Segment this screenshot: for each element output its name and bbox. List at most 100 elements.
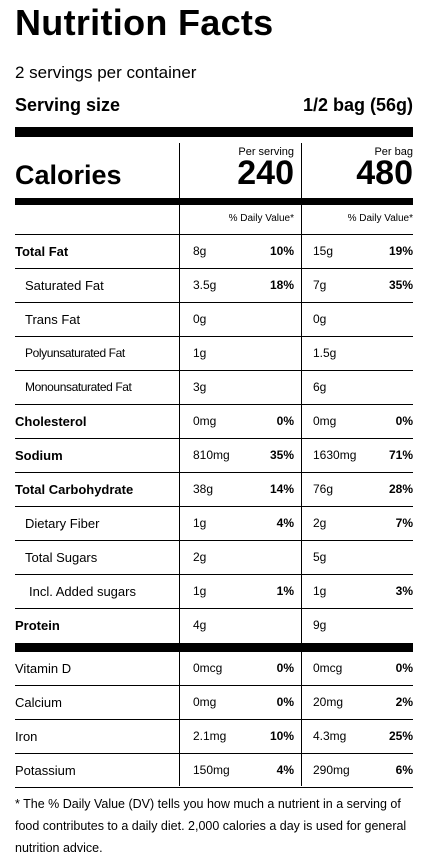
serving-daily-value: 1% bbox=[276, 584, 294, 598]
bag-daily-value: 3% bbox=[395, 584, 413, 598]
footnote: * The % Daily Value (DV) tells you how m… bbox=[15, 797, 407, 855]
serving-size-label: Serving size bbox=[15, 95, 121, 115]
row-divider bbox=[15, 608, 413, 609]
serving-amount: 8g bbox=[193, 244, 207, 258]
bag-amount: 2g bbox=[313, 516, 327, 530]
bag-daily-value: 0% bbox=[395, 661, 413, 675]
column-divider-serving bbox=[179, 143, 180, 786]
bag-daily-value: 7% bbox=[395, 516, 413, 530]
calories-divider bbox=[15, 198, 413, 205]
nutrient-label: Protein bbox=[15, 618, 60, 633]
bag-amount: 1g bbox=[313, 584, 327, 598]
bag-daily-value: 71% bbox=[388, 448, 413, 462]
serving-amount: 1g bbox=[193, 346, 207, 360]
calories-per-bag: 480 bbox=[356, 154, 413, 192]
serving-amount: 38g bbox=[193, 482, 214, 496]
row-divider bbox=[15, 540, 413, 541]
bag-daily-value: 6% bbox=[395, 763, 413, 777]
serving-amount: 810mg bbox=[193, 448, 230, 462]
nutrient-label: Calcium bbox=[15, 695, 62, 710]
serving-amount: 2g bbox=[193, 550, 207, 564]
serving-amount: 0mcg bbox=[193, 661, 223, 675]
bag-amount: 7g bbox=[313, 278, 327, 292]
bag-amount: 4.3mg bbox=[313, 729, 347, 743]
serving-amount: 0mg bbox=[193, 414, 217, 428]
dv-header-serving: % Daily Value* bbox=[228, 213, 294, 224]
serving-amount: 0mg bbox=[193, 695, 217, 709]
row-divider bbox=[15, 234, 413, 235]
row-divider bbox=[15, 268, 413, 269]
row-divider bbox=[15, 302, 413, 303]
bag-amount: 5g bbox=[313, 550, 327, 564]
serving-daily-value: 18% bbox=[269, 278, 294, 292]
calories-per-serving: 240 bbox=[237, 154, 294, 192]
row-divider bbox=[15, 438, 413, 439]
nutrient-label: Potassium bbox=[15, 763, 76, 778]
serving-amount: 1g bbox=[193, 584, 207, 598]
nutrient-label: Vitamin D bbox=[15, 661, 72, 676]
bag-amount: 9g bbox=[313, 618, 327, 632]
nutrient-label: Cholesterol bbox=[15, 414, 87, 429]
thick-divider-top bbox=[15, 127, 413, 137]
row-divider bbox=[15, 685, 413, 686]
row-divider bbox=[15, 787, 413, 788]
row-divider bbox=[15, 719, 413, 720]
bag-daily-value: 0% bbox=[395, 414, 413, 428]
nutrient-label: Trans Fat bbox=[25, 312, 81, 327]
bag-daily-value: 28% bbox=[388, 482, 413, 496]
bag-amount: 20mg bbox=[313, 695, 344, 709]
nutrient-label: Incl. Added sugars bbox=[29, 584, 136, 599]
nutrient-label: Saturated Fat bbox=[25, 278, 104, 293]
nutrient-label: Total Fat bbox=[15, 244, 69, 259]
bag-daily-value: 25% bbox=[388, 729, 413, 743]
column-divider-bag bbox=[301, 143, 302, 786]
vitamins-divider bbox=[15, 643, 413, 652]
nutrient-label: Dietary Fiber bbox=[25, 516, 100, 531]
serving-amount: 4g bbox=[193, 618, 207, 632]
bag-amount: 0mg bbox=[313, 414, 337, 428]
nutrient-label: Total Carbohydrate bbox=[15, 482, 134, 497]
bag-amount: 0mcg bbox=[313, 661, 343, 675]
nutrient-label: Polyunsaturated Fat bbox=[25, 346, 125, 360]
serving-daily-value: 10% bbox=[269, 729, 294, 743]
bag-daily-value: 35% bbox=[388, 278, 413, 292]
row-divider bbox=[15, 472, 413, 473]
bag-amount: 15g bbox=[313, 244, 334, 258]
row-divider bbox=[15, 753, 413, 754]
nutrient-label: Sodium bbox=[15, 448, 63, 463]
servings-per-container: 2 servings per container bbox=[15, 63, 197, 82]
serving-size-value: 1/2 bag (56g) bbox=[302, 95, 413, 115]
bag-amount: 0g bbox=[313, 312, 327, 326]
serving-daily-value: 0% bbox=[276, 661, 294, 675]
bag-daily-value: 2% bbox=[395, 695, 413, 709]
per-serving-label: Per serving bbox=[238, 146, 294, 158]
nutrient-label: Total Sugars bbox=[25, 550, 98, 565]
row-divider bbox=[15, 404, 413, 405]
serving-amount: 3.5g bbox=[193, 278, 217, 292]
serving-daily-value: 10% bbox=[269, 244, 294, 258]
bag-amount: 1.5g bbox=[313, 346, 337, 360]
serving-amount: 3g bbox=[193, 380, 207, 394]
serving-daily-value: 35% bbox=[269, 448, 294, 462]
bag-daily-value: 19% bbox=[388, 244, 413, 258]
serving-amount: 1g bbox=[193, 516, 207, 530]
nutrient-label: Monounsaturated Fat bbox=[25, 380, 132, 394]
dv-header-bag: % Daily Value* bbox=[347, 213, 413, 224]
bag-amount: 6g bbox=[313, 380, 327, 394]
serving-daily-value: 14% bbox=[269, 482, 294, 496]
nutrient-label: Iron bbox=[15, 729, 38, 744]
row-divider bbox=[15, 370, 413, 371]
serving-daily-value: 4% bbox=[276, 763, 294, 777]
serving-amount: 0g bbox=[193, 312, 207, 326]
serving-amount: 150mg bbox=[193, 763, 230, 777]
bag-amount: 76g bbox=[313, 482, 334, 496]
row-divider bbox=[15, 574, 413, 575]
per-bag-label: Per bag bbox=[374, 146, 413, 158]
calories-label: Calories bbox=[15, 160, 122, 190]
serving-daily-value: 4% bbox=[276, 516, 294, 530]
serving-daily-value: 0% bbox=[276, 695, 294, 709]
serving-amount: 2.1mg bbox=[193, 729, 227, 743]
row-divider bbox=[15, 506, 413, 507]
row-divider bbox=[15, 336, 413, 337]
bag-amount: 1630mg bbox=[313, 448, 357, 462]
